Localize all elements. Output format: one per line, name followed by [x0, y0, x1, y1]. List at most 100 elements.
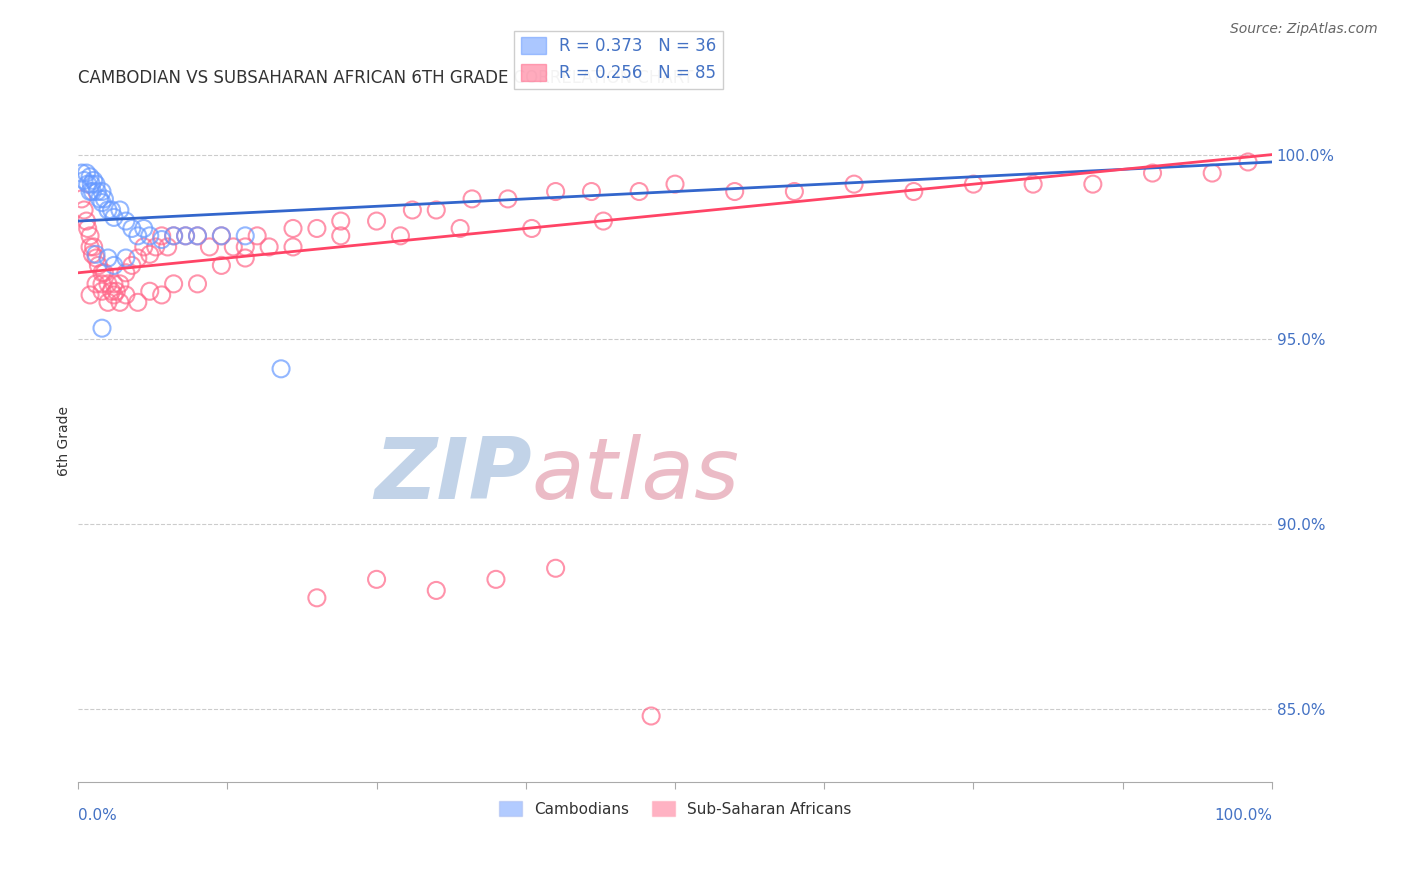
Y-axis label: 6th Grade: 6th Grade — [58, 406, 72, 475]
Point — [76, 166, 98, 180]
Point — [281, 240, 304, 254]
Point — [76, 221, 98, 235]
Point — [389, 228, 412, 243]
Point — [121, 221, 143, 235]
Point — [496, 192, 519, 206]
Point — [145, 240, 167, 254]
Point — [186, 228, 208, 243]
Point — [108, 202, 131, 217]
Point — [174, 228, 197, 243]
Point — [97, 202, 120, 217]
Point — [305, 591, 328, 605]
Point — [174, 228, 197, 243]
Point — [162, 228, 184, 243]
Point — [80, 177, 103, 191]
Point — [86, 185, 108, 199]
Point — [485, 572, 508, 586]
Point — [97, 251, 120, 265]
Point — [79, 240, 101, 254]
Point — [162, 277, 184, 291]
Point — [79, 228, 101, 243]
Point — [127, 228, 149, 243]
Point — [150, 228, 173, 243]
Point — [82, 247, 104, 261]
Point — [664, 177, 686, 191]
Point — [209, 259, 232, 273]
Point — [1081, 177, 1104, 191]
Point — [233, 228, 256, 243]
Point — [115, 214, 138, 228]
Point — [1142, 166, 1164, 180]
Point — [70, 166, 93, 180]
Text: CAMBODIAN VS SUBSAHARAN AFRICAN 6TH GRADE CORRELATION CHART: CAMBODIAN VS SUBSAHARAN AFRICAN 6TH GRAD… — [79, 69, 693, 87]
Point — [79, 185, 101, 199]
Point — [76, 214, 98, 228]
Point — [162, 228, 184, 243]
Point — [84, 277, 107, 291]
Point — [425, 202, 447, 217]
Point — [1201, 166, 1223, 180]
Legend: Cambodians, Sub-Saharan Africans: Cambodians, Sub-Saharan Africans — [492, 795, 858, 822]
Point — [139, 228, 162, 243]
Point — [97, 277, 120, 291]
Point — [1237, 155, 1260, 169]
Point — [209, 228, 232, 243]
Point — [281, 221, 304, 235]
Point — [233, 251, 256, 265]
Point — [93, 266, 115, 280]
Point — [628, 185, 651, 199]
Point — [84, 247, 107, 261]
Point — [257, 240, 280, 254]
Point — [270, 361, 292, 376]
Point — [97, 295, 120, 310]
Point — [425, 583, 447, 598]
Point — [461, 192, 484, 206]
Point — [329, 214, 352, 228]
Point — [83, 240, 105, 254]
Point — [366, 572, 388, 586]
Point — [156, 240, 179, 254]
Point — [73, 173, 96, 187]
Point — [449, 221, 471, 235]
Text: 0.0%: 0.0% — [79, 808, 117, 823]
Point — [79, 288, 101, 302]
Point — [91, 185, 114, 199]
Point — [132, 240, 155, 254]
Point — [121, 259, 143, 273]
Point — [783, 185, 806, 199]
Point — [139, 285, 162, 299]
Point — [581, 185, 603, 199]
Point — [73, 202, 96, 217]
Point — [186, 228, 208, 243]
Point — [233, 240, 256, 254]
Point — [91, 195, 114, 210]
Point — [108, 295, 131, 310]
Point — [108, 277, 131, 291]
Point — [93, 192, 115, 206]
Point — [186, 277, 208, 291]
Point — [127, 295, 149, 310]
Point — [87, 259, 110, 273]
Point — [115, 251, 138, 265]
Point — [89, 192, 111, 206]
Point — [903, 185, 925, 199]
Point — [91, 285, 114, 299]
Point — [103, 288, 125, 302]
Point — [366, 214, 388, 228]
Text: 100.0%: 100.0% — [1213, 808, 1272, 823]
Point — [592, 214, 614, 228]
Point — [724, 185, 747, 199]
Point — [198, 240, 221, 254]
Point — [91, 321, 114, 335]
Point — [150, 288, 173, 302]
Point — [91, 277, 114, 291]
Point — [544, 185, 567, 199]
Text: ZIP: ZIP — [374, 434, 531, 516]
Point — [520, 221, 543, 235]
Point — [103, 277, 125, 291]
Point — [640, 709, 662, 723]
Point — [329, 228, 352, 243]
Point — [79, 169, 101, 184]
Point — [962, 177, 984, 191]
Point — [127, 251, 149, 265]
